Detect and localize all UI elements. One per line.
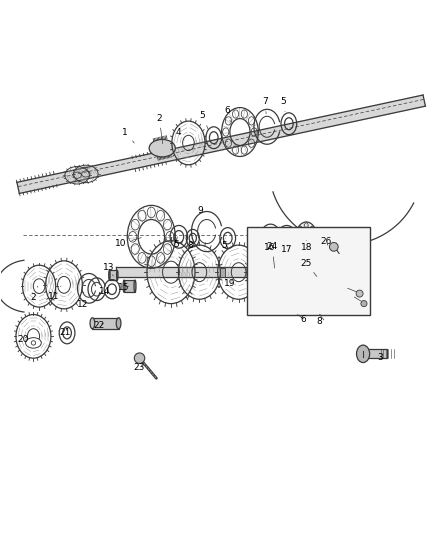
Circle shape bbox=[31, 341, 35, 345]
Text: 6: 6 bbox=[224, 106, 230, 122]
Ellipse shape bbox=[134, 280, 136, 292]
Text: 21: 21 bbox=[60, 328, 71, 337]
Bar bbox=[220, 268, 225, 277]
Text: 11: 11 bbox=[48, 286, 61, 301]
Circle shape bbox=[356, 290, 363, 297]
Ellipse shape bbox=[90, 318, 95, 329]
Text: 7: 7 bbox=[262, 97, 268, 114]
Bar bbox=[363, 350, 387, 358]
Text: 9: 9 bbox=[198, 206, 204, 221]
Text: 3: 3 bbox=[378, 353, 383, 362]
Ellipse shape bbox=[25, 338, 41, 348]
Polygon shape bbox=[17, 95, 425, 193]
Text: 16: 16 bbox=[264, 243, 275, 252]
Ellipse shape bbox=[109, 270, 110, 280]
Text: 8: 8 bbox=[188, 238, 194, 250]
Text: 10: 10 bbox=[115, 238, 141, 248]
Polygon shape bbox=[117, 267, 330, 277]
Ellipse shape bbox=[123, 280, 125, 292]
Text: 18: 18 bbox=[300, 240, 312, 252]
Text: 2: 2 bbox=[156, 114, 163, 144]
Text: 26: 26 bbox=[320, 237, 332, 246]
Text: 2: 2 bbox=[31, 286, 38, 302]
Text: 14: 14 bbox=[99, 287, 110, 296]
Text: 22: 22 bbox=[93, 321, 105, 330]
Text: 5: 5 bbox=[173, 237, 179, 249]
Text: 24: 24 bbox=[267, 243, 278, 268]
Bar bbox=[110, 270, 117, 280]
Bar bbox=[92, 318, 119, 329]
Text: 23: 23 bbox=[134, 364, 145, 372]
Circle shape bbox=[361, 301, 367, 306]
Text: 13: 13 bbox=[103, 263, 115, 276]
Ellipse shape bbox=[357, 345, 370, 362]
Text: 1: 1 bbox=[122, 127, 134, 143]
Text: 4: 4 bbox=[176, 127, 184, 140]
Text: 8: 8 bbox=[317, 314, 322, 326]
Text: 6: 6 bbox=[300, 315, 306, 324]
Text: 12: 12 bbox=[77, 295, 89, 310]
Text: 5: 5 bbox=[221, 238, 227, 250]
Ellipse shape bbox=[149, 140, 175, 157]
Text: 5: 5 bbox=[281, 97, 286, 112]
Ellipse shape bbox=[117, 270, 118, 280]
Bar bbox=[247, 227, 370, 314]
Text: 15: 15 bbox=[118, 283, 130, 292]
Text: 19: 19 bbox=[224, 279, 236, 288]
Ellipse shape bbox=[278, 254, 308, 290]
Ellipse shape bbox=[116, 318, 121, 329]
Text: 5: 5 bbox=[200, 111, 208, 130]
Text: 25: 25 bbox=[300, 259, 317, 277]
Circle shape bbox=[134, 353, 145, 364]
Text: 20: 20 bbox=[18, 335, 29, 344]
Text: 17: 17 bbox=[281, 245, 293, 254]
Circle shape bbox=[329, 243, 338, 251]
Bar bbox=[124, 280, 135, 292]
